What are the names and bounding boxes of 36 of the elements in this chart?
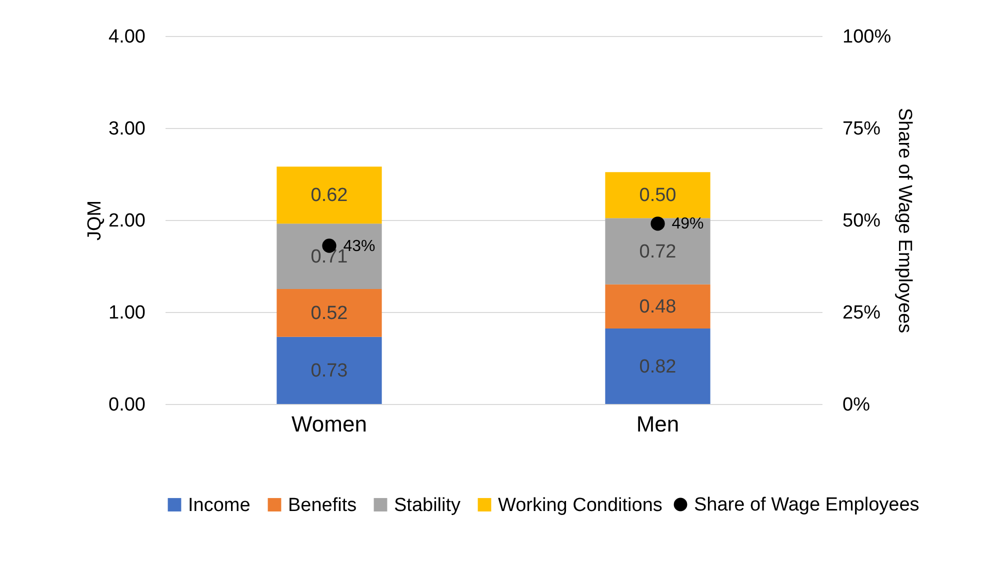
legend-label: Share of Wage Employees [694, 494, 920, 516]
y-tick-label: 0.00 [108, 394, 146, 416]
y2-tick-label: 25% [842, 302, 881, 324]
data-label: 0.72 [639, 241, 676, 262]
y-tick-label: 1.00 [108, 302, 146, 324]
x-tick-label: Women [292, 412, 367, 436]
data-label: 0.50 [639, 185, 676, 206]
y2-axis-title: Share of Wage Employees [894, 108, 916, 334]
y-tick-label: 4.00 [108, 26, 146, 48]
legend-label: Income [188, 494, 250, 516]
bar [605, 218, 710, 284]
legend-label: Stability [394, 494, 462, 516]
bar [605, 284, 710, 329]
data-label: 0.52 [310, 302, 348, 324]
bar [605, 172, 710, 218]
y-tick-label: 2.00 [108, 210, 146, 232]
y2-tick-label: 75% [842, 118, 881, 140]
data-label: 0.62 [310, 185, 348, 206]
bar [276, 166, 382, 224]
data-label: 0.48 [639, 296, 676, 318]
bar [276, 224, 382, 289]
y2-tick-label: 0% [842, 394, 870, 416]
bar [276, 336, 382, 404]
data-label: 49% [672, 216, 704, 233]
legend-label: Benefits [288, 494, 357, 516]
data-label: 43% [343, 238, 376, 255]
bar [605, 328, 710, 404]
y-tick-label: 3.00 [108, 118, 146, 140]
data-label: 0.73 [310, 360, 348, 382]
y-axis-title: JQM [84, 200, 106, 241]
y2-tick-label: 100% [842, 26, 892, 48]
x-tick-label: Men [636, 412, 680, 436]
data-label: 0.82 [639, 356, 676, 378]
legend-label: Working Conditions [498, 494, 662, 516]
bar [276, 289, 382, 337]
y2-tick-label: 50% [842, 210, 881, 232]
